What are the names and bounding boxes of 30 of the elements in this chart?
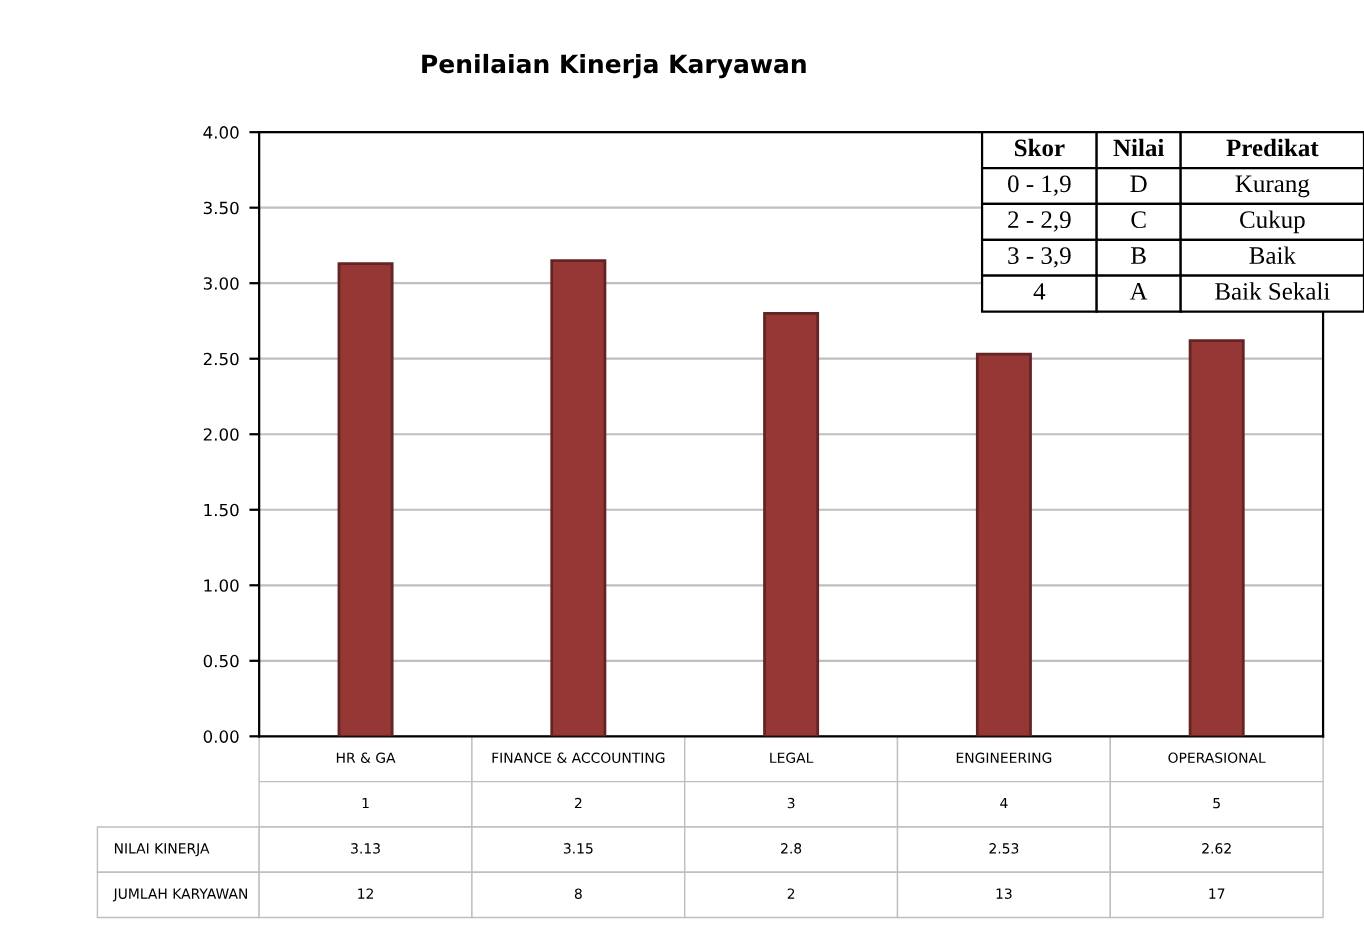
annotation: Skor	[1015, 138, 1065, 157]
y-tick-label: 1.00	[204, 579, 239, 592]
annotation: C	[1131, 211, 1146, 229]
annotation: Predikat	[1226, 138, 1319, 157]
annotation: Baik	[1249, 246, 1296, 264]
bar	[763, 312, 820, 737]
chart-title: Penilaian Kinerja Karyawan	[422, 53, 806, 79]
annotation: 2 - 2,9	[1008, 211, 1071, 232]
annotation: B	[1131, 247, 1146, 264]
annotation: 4	[1033, 283, 1046, 300]
annotation: 3 - 3,9	[1008, 247, 1071, 268]
y-tick-label: 3.50	[203, 201, 239, 215]
y-tick-label: 2.50	[203, 352, 239, 366]
annotation: 0 - 1,9	[1008, 175, 1071, 196]
bar	[550, 259, 607, 737]
y-tick-label: 1.50	[204, 503, 239, 517]
y-tick-label: 4.00	[203, 126, 239, 139]
annotation: Kurang	[1235, 175, 1310, 198]
annotation: A	[1129, 283, 1148, 300]
bar	[337, 262, 394, 737]
y-tick-label: 2.00	[203, 428, 239, 441]
annotation: Cukup	[1240, 210, 1305, 234]
annotation: Baik Sekali	[1215, 282, 1330, 300]
bar	[1188, 339, 1245, 737]
y-tick-label: 0.50	[203, 654, 239, 668]
annotation: D	[1130, 175, 1147, 193]
bar	[975, 352, 1032, 737]
annotation: Nilai	[1113, 138, 1164, 157]
y-tick-label: 0.00	[203, 730, 239, 743]
y-tick-label: 3.00	[203, 277, 239, 290]
